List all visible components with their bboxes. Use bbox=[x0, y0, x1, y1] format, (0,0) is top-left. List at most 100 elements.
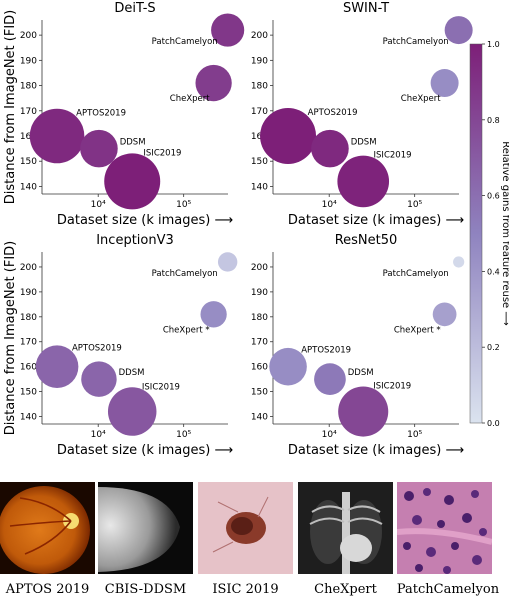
y-tick-label: 200 bbox=[251, 263, 268, 273]
point-label: APTOS2019 bbox=[76, 109, 126, 119]
point-label: ISIC2019 bbox=[374, 151, 412, 161]
x-axis-label: Dataset size (k images) ⟶ bbox=[57, 213, 233, 228]
colorbar-tick-label: 0.6 bbox=[487, 192, 500, 201]
y-tick-label: 190 bbox=[20, 56, 37, 66]
y-tick-label: 170 bbox=[251, 107, 268, 117]
point-ddsm bbox=[80, 129, 118, 168]
y-tick-label: 200 bbox=[20, 31, 37, 41]
y-tick-label: 160 bbox=[251, 363, 268, 373]
skin-lesion-image bbox=[212, 496, 269, 553]
point-ddsm bbox=[314, 363, 346, 395]
point-label: DDSM bbox=[348, 368, 374, 378]
panel-title: InceptionV3 bbox=[96, 233, 174, 248]
caption-aptos: APTOS 2019 bbox=[5, 582, 90, 597]
point-chexpert bbox=[430, 69, 459, 98]
x-axis-label: Dataset size (k images) ⟶ bbox=[288, 443, 464, 458]
y-tick-label: 150 bbox=[20, 157, 37, 167]
y-tick-label: 150 bbox=[20, 388, 37, 398]
point-chexpert bbox=[432, 302, 457, 327]
y-tick-label: 170 bbox=[20, 107, 37, 117]
y-tick-label: 180 bbox=[20, 313, 37, 323]
chest-xray-image bbox=[309, 492, 383, 574]
point-label: ISIC2019 bbox=[373, 381, 411, 391]
colorbar-tick-label: 0.8 bbox=[487, 116, 500, 125]
point-label: PatchCamelyon bbox=[152, 37, 218, 47]
caption-cbis-ddsm: CBIS-DDSM bbox=[104, 582, 187, 597]
y-tick-label: 160 bbox=[20, 132, 37, 142]
example-image-cbis-ddsm bbox=[98, 482, 193, 574]
y-tick-label: 160 bbox=[251, 132, 268, 142]
point-label: DDSM bbox=[351, 138, 377, 148]
x-tick-label: 10⁵ bbox=[176, 430, 191, 440]
panel-title: ResNet50 bbox=[335, 233, 398, 248]
point-chexpert bbox=[195, 64, 232, 102]
y-tick-label: 180 bbox=[251, 82, 268, 92]
colorbar-tick-label: 1.0 bbox=[487, 40, 500, 49]
y-axis-label: Distance from ImageNet (FID) bbox=[3, 241, 18, 436]
point-label: DDSM bbox=[120, 138, 146, 148]
point-label: CheXpert * bbox=[163, 325, 210, 335]
point-isic2019 bbox=[338, 386, 389, 437]
y-tick-label: 150 bbox=[251, 388, 268, 398]
point-label: CheXpert bbox=[170, 94, 210, 104]
y-tick-label: 190 bbox=[20, 288, 37, 298]
fundus-image bbox=[0, 486, 90, 574]
x-tick-label: 10⁴ bbox=[91, 430, 106, 440]
point-aptos2019 bbox=[29, 108, 85, 164]
colorbar: 0.0 0.2 0.4 0.6 0.8 1.0 Relative gains from fe… bbox=[469, 40, 509, 428]
example-image-aptos bbox=[0, 482, 95, 574]
figure-canvas: DeiT-S 140 150 160 170 180 190 200 10⁴ 10⁵ Dataset… bbox=[3, 1, 509, 458]
x-tick-label: 10⁴ bbox=[322, 200, 337, 210]
point-isic2019 bbox=[337, 155, 390, 208]
example-image-chexpert bbox=[298, 482, 393, 574]
colorbar-gradient bbox=[469, 43, 483, 424]
y-tick-label: 180 bbox=[20, 82, 37, 92]
point-label: APTOS2019 bbox=[72, 344, 122, 354]
point-aptos2019 bbox=[35, 345, 79, 388]
colorbar-tick-label: 0.4 bbox=[487, 267, 500, 276]
point-ddsm bbox=[81, 361, 117, 397]
y-tick-label: 140 bbox=[251, 413, 268, 423]
x-axis-label: Dataset size (k images) ⟶ bbox=[288, 213, 464, 228]
point-aptos2019 bbox=[269, 347, 307, 386]
panel-deit-s: DeiT-S 140 150 160 170 180 190 200 10⁴ 10⁵ Dataset… bbox=[3, 1, 245, 228]
y-tick-label: 170 bbox=[20, 338, 37, 348]
caption-patchcamelyon: PatchCamelyon bbox=[396, 582, 500, 597]
x-tick-label: 10⁵ bbox=[407, 200, 422, 210]
y-tick-label: 170 bbox=[251, 338, 268, 348]
point-label: PatchCamelyon bbox=[152, 269, 218, 279]
point-label: DDSM bbox=[119, 368, 145, 378]
y-tick-label: 150 bbox=[251, 157, 268, 167]
x-tick-label: 10⁴ bbox=[91, 200, 106, 210]
x-tick-label: 10⁴ bbox=[322, 430, 337, 440]
y-tick-label: 160 bbox=[20, 363, 37, 373]
point-label: ISIC2019 bbox=[142, 382, 180, 392]
panel-title: SWIN-T bbox=[343, 1, 389, 16]
panel-inceptionv3: InceptionV3 140 150 160 170 180 190 200 10⁴ 10⁵ Da… bbox=[3, 233, 238, 458]
example-images: APTOS 2019 CBIS-DDSM ISIC 2019 CheXpert … bbox=[0, 482, 509, 600]
point-label: CheXpert * bbox=[394, 325, 441, 335]
mammogram-image bbox=[98, 487, 180, 572]
x-axis-label: Dataset size (k images) ⟶ bbox=[57, 443, 233, 458]
point-label: APTOS2019 bbox=[301, 346, 351, 356]
point-label: PatchCamelyon bbox=[383, 37, 449, 47]
example-image-patchcamelyon bbox=[397, 482, 492, 574]
point-aptos2019 bbox=[260, 108, 317, 164]
point-label: ISIC2019 bbox=[143, 148, 181, 158]
point-patchcamelyon bbox=[217, 252, 238, 272]
colorbar-tick-label: 0.0 bbox=[487, 419, 500, 428]
point-isic2019 bbox=[107, 387, 157, 436]
colorbar-tick-label: 0.2 bbox=[487, 343, 500, 352]
point-patchcamelyon bbox=[211, 13, 245, 47]
colorbar-label: Relative gains from feature reuse ⟶ bbox=[500, 141, 509, 325]
caption-chexpert: CheXpert bbox=[314, 582, 377, 597]
y-tick-label: 190 bbox=[251, 288, 268, 298]
panel-swin-t: SWIN-T 140 150 160 170 180 190 200 10⁴ 10⁵ Dataset… bbox=[251, 1, 473, 228]
point-isic2019 bbox=[104, 153, 161, 210]
y-axis-label: Distance from ImageNet (FID) bbox=[3, 10, 18, 205]
x-tick-label: 10⁵ bbox=[407, 430, 422, 440]
y-tick-label: 200 bbox=[20, 263, 37, 273]
x-tick-label: 10⁵ bbox=[176, 200, 191, 210]
y-tick-label: 140 bbox=[20, 413, 37, 423]
y-tick-label: 140 bbox=[20, 182, 37, 192]
